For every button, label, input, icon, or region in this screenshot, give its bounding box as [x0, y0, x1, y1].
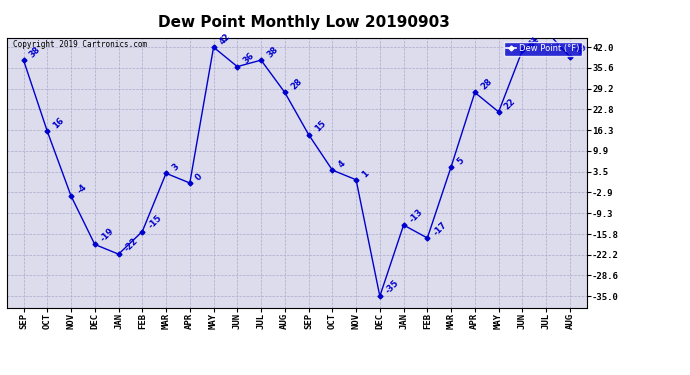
Text: 47: 47 [0, 374, 1, 375]
Text: 38: 38 [28, 45, 42, 59]
Text: -13: -13 [408, 207, 425, 224]
Text: 41: 41 [526, 35, 541, 50]
Text: 36: 36 [241, 51, 256, 66]
Text: -22: -22 [123, 236, 140, 254]
Text: -35: -35 [384, 278, 401, 296]
Text: 4: 4 [337, 159, 347, 169]
Text: 15: 15 [313, 119, 328, 134]
Text: Dew Point Monthly Low 20190903: Dew Point Monthly Low 20190903 [157, 15, 450, 30]
Text: -15: -15 [146, 213, 164, 231]
Text: Copyright 2019 Cartronics.com: Copyright 2019 Cartronics.com [12, 40, 147, 49]
Text: 5: 5 [455, 156, 466, 166]
Text: 3: 3 [170, 162, 181, 172]
Legend: Dew Point (°F): Dew Point (°F) [504, 42, 582, 56]
Text: -4: -4 [75, 182, 88, 195]
Text: 28: 28 [479, 77, 493, 92]
Text: 1: 1 [360, 168, 371, 179]
Text: -19: -19 [99, 226, 116, 244]
Text: 22: 22 [503, 96, 518, 111]
Text: 38: 38 [265, 45, 279, 59]
Text: 0: 0 [194, 172, 204, 182]
Text: 39: 39 [574, 42, 589, 56]
Text: 42: 42 [218, 32, 233, 46]
Text: 16: 16 [52, 116, 66, 130]
Text: 28: 28 [289, 77, 304, 92]
Text: -17: -17 [431, 220, 448, 237]
